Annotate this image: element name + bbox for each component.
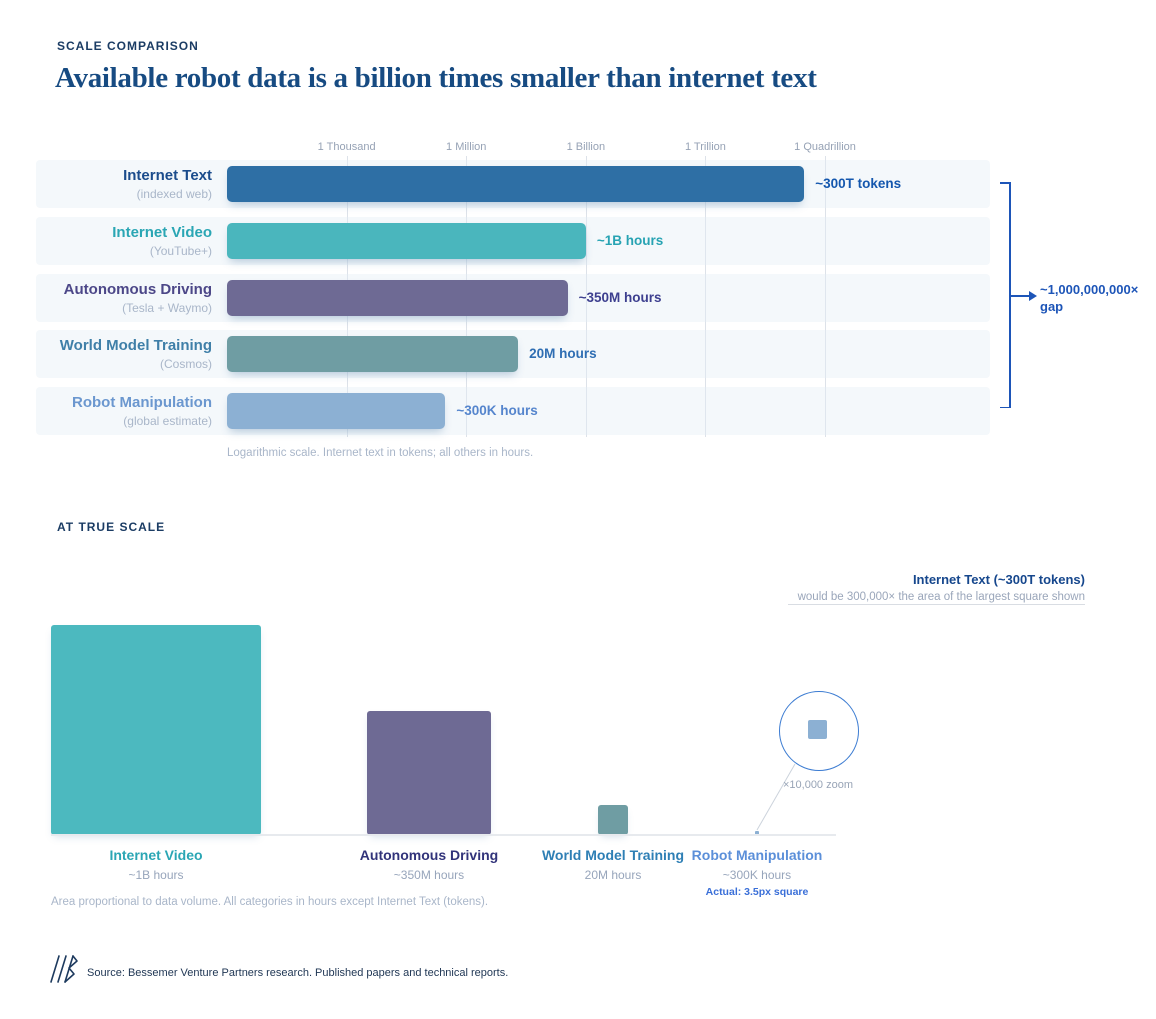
row-label: Internet Video (YouTube+): [0, 224, 212, 259]
row-stripe: [36, 387, 990, 435]
true-scale-square: [598, 805, 628, 835]
row-category-name: Internet Video: [112, 223, 212, 241]
true-scale-label: Autonomous Driving ~350M hours: [309, 847, 549, 883]
true-scale-square: [51, 625, 261, 835]
gap-bracket-top-tick: [1000, 182, 1010, 184]
true-scale-square: [366, 710, 492, 835]
row-category-sub: (indexed web): [136, 187, 212, 201]
bar: [227, 393, 446, 429]
true-scale-category-sub: ~350M hours: [393, 868, 465, 882]
axis-tick-label: 1 Billion: [566, 141, 606, 153]
row-label: Robot Manipulation (global estimate): [0, 394, 212, 429]
arrow-right-icon: [1029, 291, 1037, 301]
row-category-sub: (global estimate): [123, 414, 212, 428]
gap-annotation-line1: ~1,000,000,000×: [1040, 282, 1139, 297]
page-title: Available robot data is a billion times …: [55, 62, 817, 94]
true-scale-category-name: Autonomous Driving: [359, 847, 499, 863]
gap-arrow-line: [1010, 295, 1030, 297]
source-text: Source: Bessemer Venture Partners resear…: [87, 967, 509, 979]
true-scale-square: [755, 831, 759, 835]
row-label: Autonomous Driving (Tesla + Waymo): [0, 281, 212, 316]
gap-annotation-line2: gap: [1040, 299, 1064, 314]
baseline: [51, 834, 836, 836]
true-scale-footnote: Area proportional to data volume. All ca…: [51, 896, 489, 908]
gridline: [825, 156, 827, 437]
bar: [227, 166, 805, 202]
log-chart-footnote: Logarithmic scale. Internet text in toke…: [227, 447, 534, 459]
note-underline: [788, 604, 1085, 605]
true-scale-category-name: World Model Training: [541, 847, 685, 863]
bar-value-label: 20M hours: [529, 346, 597, 362]
gap-bracket: [1009, 182, 1011, 408]
bar-value-label: ~1B hours: [596, 232, 664, 248]
gridline: [585, 156, 587, 437]
true-scale-category-name: Robot Manipulation: [691, 847, 823, 863]
true-scale-category-sub: 20M hours: [584, 868, 642, 882]
bar-value-label: ~350M hours: [578, 289, 662, 305]
row-category-sub: (YouTube+): [149, 243, 212, 258]
row-category-name: World Model Training: [59, 337, 212, 355]
internet-text-note-title: Internet Text (~300T tokens): [912, 572, 1085, 587]
row-category-sub: (Cosmos): [159, 357, 212, 372]
bar-value-label: ~300T tokens: [815, 176, 902, 191]
internet-text-note-subtitle: would be 300,000× the area of the larges…: [797, 591, 1085, 603]
row-category-name: Internet Text: [123, 167, 212, 184]
row-category-name: Robot Manipulation: [72, 394, 212, 411]
row-category-name: Autonomous Driving: [63, 280, 212, 298]
bar: [227, 279, 568, 316]
row-label: World Model Training (Cosmos): [0, 337, 212, 372]
bar-value-label: ~300K hours: [456, 403, 538, 418]
zoom-leader-line: [756, 763, 796, 831]
zoom-factor-label: ×10,000 zoom: [782, 779, 854, 791]
section-label-scale-comparison: SCALE COMPARISON: [57, 39, 199, 53]
section-label-at-true-scale: AT TRUE SCALE: [57, 520, 166, 534]
zoomed-robot-square: [808, 720, 827, 739]
axis-tick-label: 1 Million: [446, 141, 487, 153]
axis-tick-label: 1 Trillion: [684, 141, 726, 153]
true-scale-actual-size-label: Actual: 3.5px square: [705, 886, 809, 898]
bvp-logo-icon: [50, 955, 78, 983]
true-scale-category-name: Internet Video: [109, 847, 203, 863]
true-scale-category-sub: ~300K hours: [722, 868, 792, 882]
bar: [227, 222, 586, 259]
bar: [227, 336, 519, 373]
axis-tick-label: 1 Quadrillion: [794, 141, 856, 153]
true-scale-label: World Model Training 20M hours: [493, 847, 733, 883]
true-scale-label: Robot Manipulation ~300K hours Actual: 3.5…: [637, 847, 877, 898]
gridline: [705, 156, 707, 437]
gap-bracket-bottom-tick: [1000, 406, 1010, 408]
row-label: Internet Text (indexed web): [0, 167, 212, 202]
axis-tick-label: 1 Thousand: [317, 141, 376, 153]
gap-annotation: ~1,000,000,000× gap: [1040, 281, 1138, 315]
true-scale-label: Internet Video ~1B hours: [36, 847, 276, 883]
true-scale-category-sub: ~1B hours: [128, 868, 184, 882]
row-category-sub: (Tesla + Waymo): [122, 300, 212, 315]
